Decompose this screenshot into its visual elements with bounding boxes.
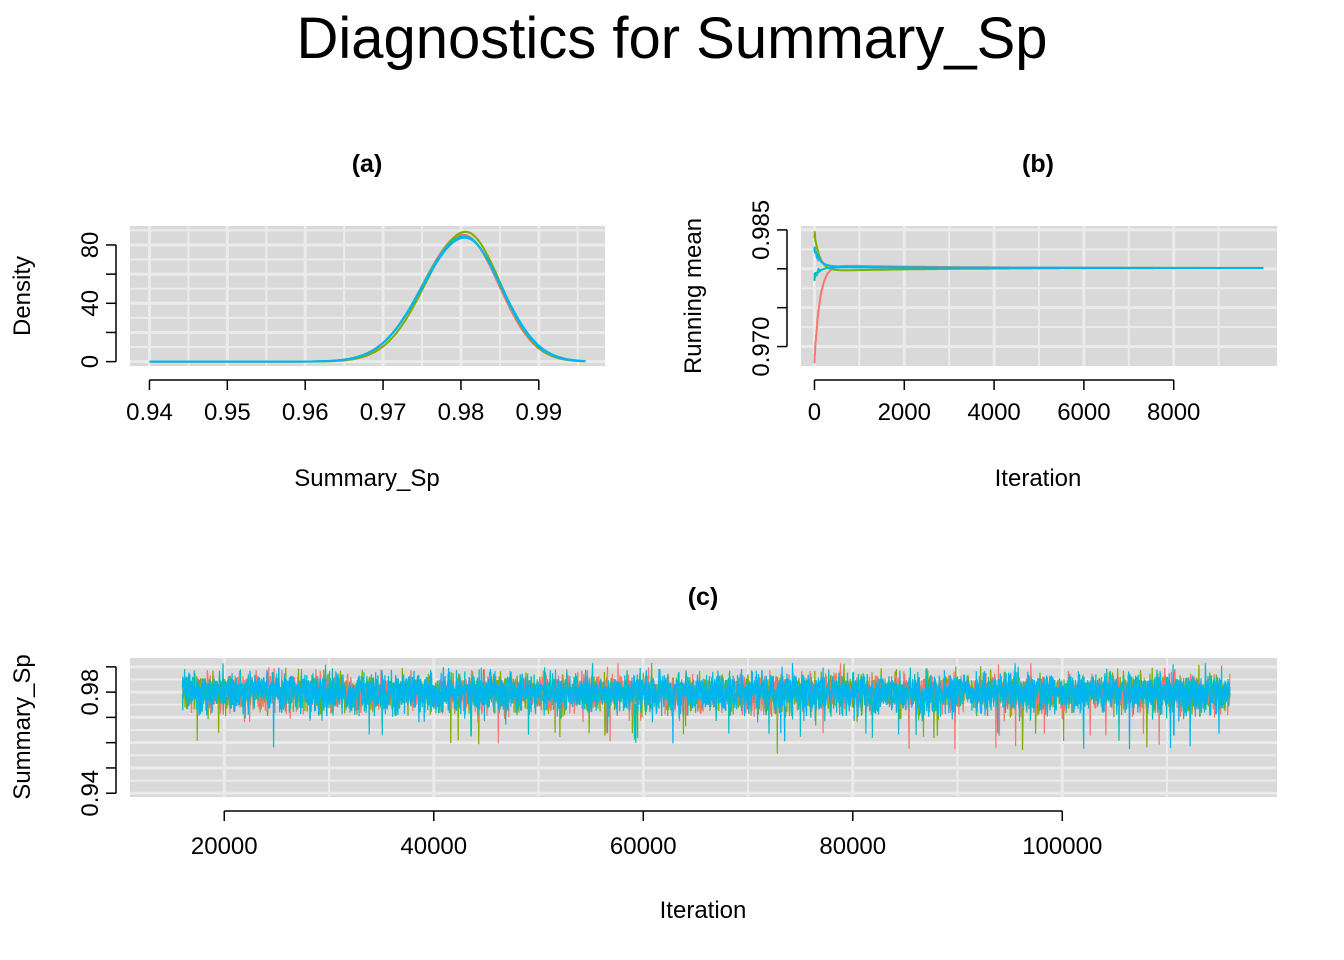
panel-a-density: (a) Summary_Sp Density 0.94 0.95 0.96 0.97 0… [9,150,605,492]
panel-c-ylabel: Summary_Sp [9,654,36,799]
x-tick-label: 8000 [1147,399,1200,426]
panel-a-x-axis: 0.94 0.95 0.96 0.97 0.98 0.99 [126,379,562,426]
panel-c-trace: (c) Iteration Summary_Sp 20000 40000 60000… [9,583,1277,924]
panel-a-xlabel: Summary_Sp [294,465,439,492]
x-tick-label: 20000 [191,833,258,860]
y-tick-label: 80 [77,232,104,259]
panel-b-ylabel: Running mean [680,218,707,374]
panel-b-running-mean: (b) Iteration Running mean 0 2000 4000 6000… [680,150,1277,492]
y-tick-label: 0.94 [77,770,104,817]
panel-b-title: (b) [1022,150,1054,178]
panel-c-title: (c) [688,583,719,611]
panel-a-title: (a) [352,150,383,178]
x-tick-label: 6000 [1057,399,1110,426]
x-tick-label: 40000 [400,833,467,860]
panel-a-background [130,226,605,366]
x-tick-label: 80000 [819,833,886,860]
y-tick-label: 0.970 [748,317,775,377]
x-tick-label: 4000 [967,399,1020,426]
panel-a-y-axis: 0 40 80 [77,232,117,368]
panel-b-xlabel: Iteration [995,465,1082,492]
panel-c-xlabel: Iteration [660,897,747,924]
x-tick-label: 0.99 [515,399,562,426]
x-tick-label: 100000 [1022,833,1102,860]
x-tick-label: 60000 [610,833,677,860]
x-tick-label: 0 [808,399,821,426]
panel-c-y-axis: 0.94 0.98 [77,666,117,817]
x-tick-label: 0.97 [360,399,407,426]
x-tick-label: 2000 [878,399,931,426]
y-tick-label: 40 [77,290,104,317]
panel-b-x-axis: 0 2000 4000 6000 8000 [808,379,1200,426]
trace-line-chain-4 [181,663,1231,750]
panel-b-y-axis: 0.970 0.985 [748,200,788,377]
x-tick-label: 0.94 [126,399,173,426]
y-tick-label: 0.985 [748,200,775,260]
x-tick-label: 0.95 [204,399,251,426]
x-tick-label: 0.96 [282,399,329,426]
panel-c-x-axis: 20000 40000 60000 80000 100000 [191,810,1102,860]
main-title: Diagnostics for Summary_Sp [296,6,1047,71]
y-tick-label: 0.98 [77,669,104,716]
density-line-chain-4 [149,236,586,363]
panel-a-ylabel: Density [9,256,36,336]
running-mean-line-chain-4 [813,246,1264,269]
y-tick-label: 0 [77,355,104,368]
x-tick-label: 0.98 [438,399,485,426]
